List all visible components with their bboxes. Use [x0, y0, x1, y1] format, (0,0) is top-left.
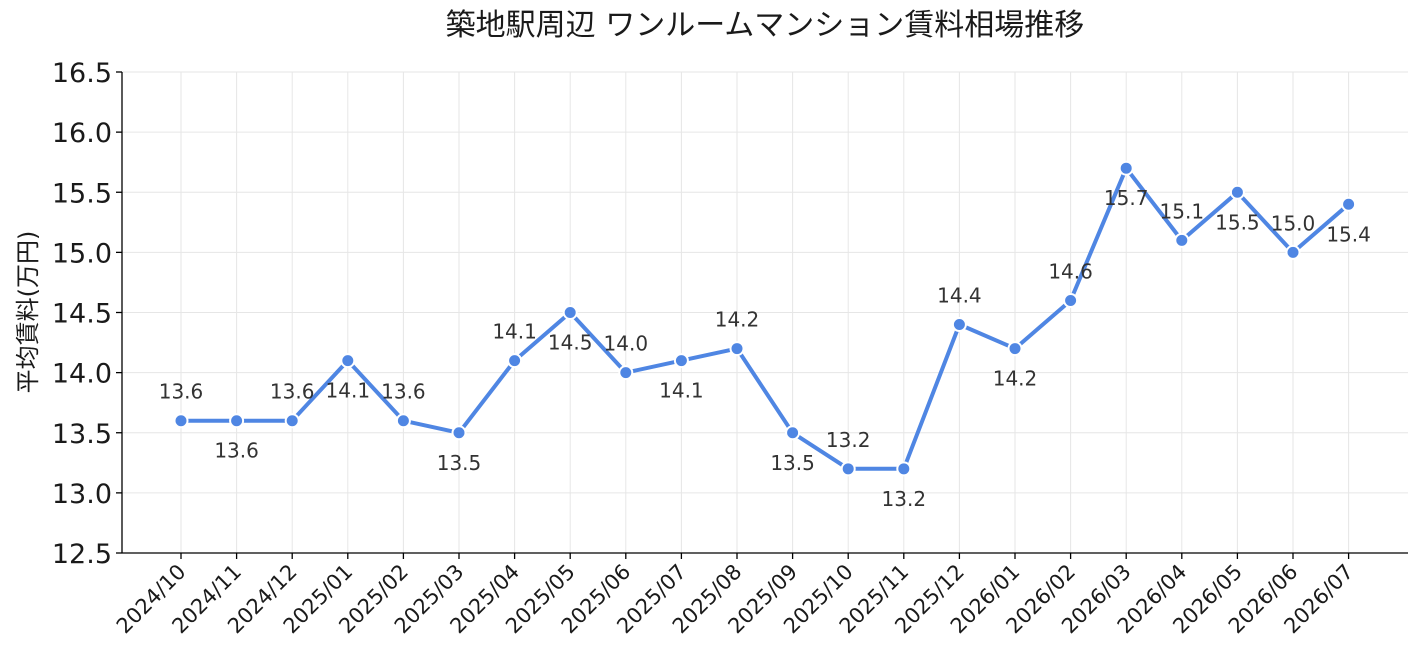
data-label: 13.6: [270, 380, 315, 404]
data-label: 15.1: [1160, 199, 1205, 223]
series-layer: [173, 160, 1357, 477]
data-label: 14.0: [604, 332, 649, 356]
data-labels: 13.6 13.6 13.6 14.1 13.6 13.5 14.1 14.5 14.0 14.1…: [159, 186, 1371, 511]
data-point: [729, 341, 745, 357]
y-tick-label: 12.5: [52, 539, 112, 570]
data-point: [951, 317, 967, 333]
data-label: 13.2: [882, 487, 927, 511]
data-label: 15.5: [1215, 210, 1260, 234]
x-tick-labels: 2024/102024/112024/122025/012025/022025/…: [112, 560, 1358, 639]
data-point: [1341, 196, 1357, 212]
data-label: 13.6: [381, 380, 426, 404]
data-point: [673, 353, 689, 369]
y-tick-label: 13.0: [52, 479, 112, 510]
data-point: [618, 365, 634, 381]
data-label: 13.6: [214, 439, 259, 463]
data-point: [562, 305, 578, 320]
data-point: [395, 413, 411, 429]
data-label: 14.1: [659, 379, 704, 403]
data-point: [173, 413, 189, 429]
y-tick-label: 15.5: [52, 178, 112, 209]
data-point: [1063, 292, 1079, 308]
data-point: [840, 461, 856, 477]
series-line: [179, 166, 1351, 471]
data-point: [1118, 160, 1134, 176]
y-tick-labels: 12.5 13.0 13.5 14.0 14.5 15.0 15.5 16.0 16.5: [52, 58, 112, 570]
data-label: 13.2: [826, 428, 871, 452]
data-label: 13.5: [437, 451, 482, 475]
data-point: [507, 353, 523, 369]
y-tick-label: 14.0: [52, 359, 112, 390]
data-point: [340, 353, 356, 369]
data-label: 13.6: [159, 380, 204, 404]
grid-layer: [122, 71, 1408, 554]
data-label: 14.1: [326, 379, 371, 403]
data-label: 14.2: [993, 367, 1038, 391]
y-axis-label: 平均賃料(万円): [14, 231, 42, 394]
y-tick-label: 16.5: [52, 58, 112, 89]
data-label: 15.4: [1326, 222, 1371, 246]
data-point: [1229, 184, 1245, 200]
y-tick-label: 15.0: [52, 238, 112, 269]
data-point: [1174, 232, 1190, 248]
chart-title: 築地駅周辺 ワンルームマンション賃料相場推移: [446, 8, 1085, 43]
data-point: [1007, 341, 1023, 357]
data-label: 14.5: [548, 331, 593, 355]
data-label: 14.4: [937, 284, 982, 308]
data-label: 15.0: [1271, 211, 1316, 235]
data-point: [284, 413, 300, 429]
data-point: [785, 425, 801, 441]
data-label: 14.1: [492, 320, 537, 344]
data-label: 14.2: [715, 308, 760, 332]
data-point: [451, 425, 467, 441]
data-label: 15.7: [1104, 186, 1149, 210]
data-label: 14.6: [1048, 259, 1093, 283]
y-tick-label: 16.0: [52, 118, 112, 149]
y-tick-label: 14.5: [52, 299, 112, 330]
data-point: [896, 461, 912, 477]
data-point: [1285, 244, 1301, 260]
axes-layer: [116, 71, 1408, 559]
data-label: 13.5: [770, 451, 815, 475]
data-point: [229, 413, 245, 429]
y-tick-label: 13.5: [52, 419, 112, 450]
